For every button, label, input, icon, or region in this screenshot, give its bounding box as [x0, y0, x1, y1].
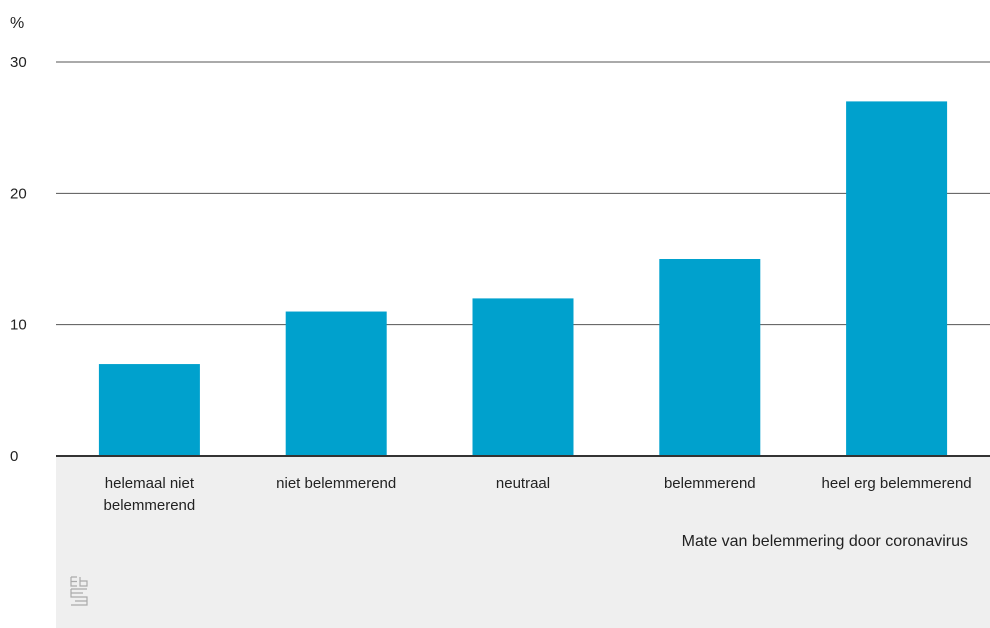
cbs-logo-icon	[70, 576, 88, 606]
x-category-label-line: heel erg belemmerend	[822, 475, 972, 492]
bar	[472, 298, 574, 456]
x-category-label: niet belemmerend	[276, 475, 396, 492]
x-axis-category-labels: helemaal niet belemmerend niet belemmerend…	[104, 475, 972, 514]
x-category-label: belemmerend	[664, 475, 756, 492]
cbs-logo-text: cbs	[0, 0, 2, 1]
y-tick-label: 30	[10, 54, 27, 71]
x-category-label: neutraal	[496, 475, 550, 492]
x-category-label-line: belemmerend	[104, 497, 196, 514]
x-category-label-line: neutraal	[496, 475, 550, 492]
x-category-label: heel erg belemmerend	[822, 475, 972, 492]
bars	[98, 101, 948, 457]
y-tick-label: 10	[10, 317, 27, 334]
x-axis-title: Mate van belemmering door coronavirus	[682, 533, 968, 550]
bar	[846, 101, 948, 457]
bar	[659, 259, 761, 456]
y-tick-label: 20	[10, 185, 27, 202]
bar	[285, 311, 387, 456]
x-category-label-line: helemaal niet	[105, 475, 195, 492]
y-axis-unit-label: %	[10, 15, 24, 32]
footer-panel	[56, 456, 990, 628]
x-category-label-line: belemmerend	[664, 475, 756, 492]
x-category-label: helemaal niet belemmerend	[104, 475, 196, 514]
bar	[98, 364, 200, 456]
x-category-label-line: niet belemmerend	[276, 475, 396, 492]
y-axis-ticks: 0 10 20 30	[10, 54, 27, 465]
y-tick-label: 0	[10, 448, 18, 465]
